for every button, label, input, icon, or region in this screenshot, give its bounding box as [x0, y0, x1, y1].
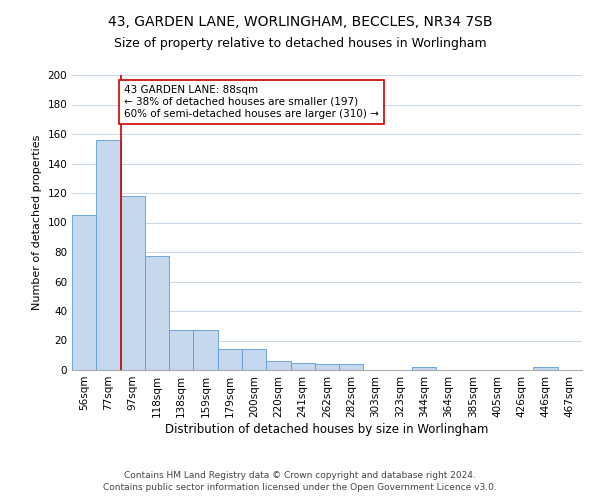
Text: Contains public sector information licensed under the Open Government Licence v3: Contains public sector information licen…	[103, 484, 497, 492]
Bar	[242, 350, 266, 370]
Bar	[121, 196, 145, 370]
Bar	[72, 215, 96, 370]
Bar	[533, 367, 558, 370]
Text: Contains HM Land Registry data © Crown copyright and database right 2024.: Contains HM Land Registry data © Crown c…	[124, 471, 476, 480]
Bar	[290, 362, 315, 370]
Bar	[339, 364, 364, 370]
Bar	[266, 361, 290, 370]
Y-axis label: Number of detached properties: Number of detached properties	[32, 135, 42, 310]
Bar	[169, 330, 193, 370]
Bar	[315, 364, 339, 370]
X-axis label: Distribution of detached houses by size in Worlingham: Distribution of detached houses by size …	[166, 422, 488, 436]
Bar	[218, 350, 242, 370]
Text: 43, GARDEN LANE, WORLINGHAM, BECCLES, NR34 7SB: 43, GARDEN LANE, WORLINGHAM, BECCLES, NR…	[108, 15, 492, 29]
Bar	[96, 140, 121, 370]
Text: Size of property relative to detached houses in Worlingham: Size of property relative to detached ho…	[113, 38, 487, 51]
Bar	[145, 256, 169, 370]
Bar	[193, 330, 218, 370]
Text: 43 GARDEN LANE: 88sqm
← 38% of detached houses are smaller (197)
60% of semi-det: 43 GARDEN LANE: 88sqm ← 38% of detached …	[124, 86, 379, 118]
Bar	[412, 367, 436, 370]
